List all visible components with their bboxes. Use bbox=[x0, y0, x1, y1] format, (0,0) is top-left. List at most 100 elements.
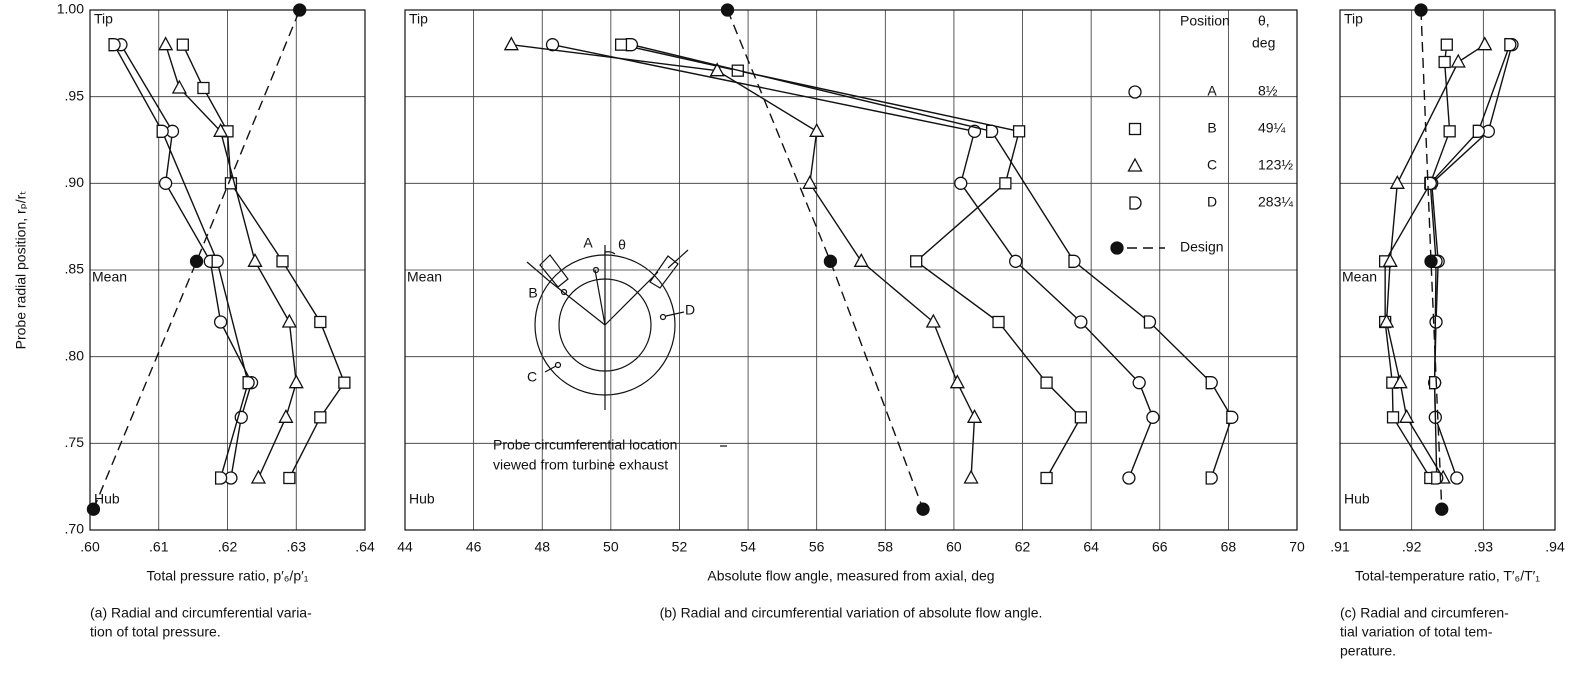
x-tick-label: .92 bbox=[1402, 539, 1422, 555]
marker-square bbox=[1440, 38, 1453, 51]
legend-label: A bbox=[1207, 83, 1217, 99]
x-tick-label: 52 bbox=[672, 539, 688, 555]
x-tick-label: .94 bbox=[1545, 539, 1565, 555]
x-tick-label: 46 bbox=[466, 539, 482, 555]
marker-triangle bbox=[809, 122, 825, 137]
marker-design bbox=[1435, 502, 1449, 516]
marker-square bbox=[910, 255, 923, 268]
legend-label: C bbox=[1207, 157, 1217, 173]
marker-square bbox=[1074, 411, 1088, 424]
series-line bbox=[1429, 44, 1511, 479]
marker-square bbox=[314, 411, 327, 424]
marker-circle bbox=[213, 315, 228, 329]
marker-triangle bbox=[963, 469, 979, 484]
legend-angle-title: θ, bbox=[1258, 13, 1270, 29]
inset-label: B bbox=[528, 285, 537, 301]
series-line bbox=[164, 44, 297, 479]
x-tick-label: .93 bbox=[1474, 539, 1494, 555]
marker-halfcircle bbox=[1428, 376, 1442, 390]
series-line bbox=[552, 43, 1154, 479]
inset-label: θ bbox=[618, 237, 626, 253]
marker-triangle bbox=[1382, 252, 1398, 267]
marker-design bbox=[293, 3, 307, 17]
marker-triangle bbox=[278, 408, 294, 423]
marker-square bbox=[1128, 122, 1142, 136]
marker-halfcircle bbox=[625, 38, 639, 52]
annotation: Mean bbox=[1342, 269, 1377, 285]
marker-triangle bbox=[1127, 157, 1143, 172]
marker-circle bbox=[954, 176, 968, 190]
marker-square bbox=[1040, 376, 1053, 389]
marker-triangle bbox=[250, 469, 267, 484]
marker-design bbox=[1414, 3, 1428, 17]
marker-halfcircle bbox=[242, 376, 255, 390]
marker-triangle bbox=[925, 313, 941, 328]
marker-design bbox=[86, 502, 101, 516]
marker-halfcircle bbox=[156, 124, 169, 138]
marker-design bbox=[916, 502, 930, 516]
marker-design bbox=[823, 254, 838, 268]
marker-design bbox=[720, 3, 735, 17]
marker-square bbox=[1386, 411, 1400, 424]
legend-angle: 123½ bbox=[1258, 157, 1293, 173]
marker-halfcircle bbox=[986, 124, 999, 138]
marker-halfcircle bbox=[1205, 376, 1218, 390]
series-line bbox=[1420, 9, 1443, 510]
marker-square bbox=[992, 315, 1005, 329]
marker-circle bbox=[234, 410, 248, 424]
marker-square bbox=[283, 471, 296, 485]
series-line bbox=[120, 44, 253, 479]
inset-diagram bbox=[526, 245, 727, 447]
marker-circle bbox=[545, 38, 560, 52]
caption: (c) Radial and circumferen- bbox=[1340, 605, 1509, 621]
plot-frame bbox=[1339, 9, 1556, 531]
marker-triangle bbox=[247, 252, 263, 267]
y-axis-label: Probe radial position, rₚ/rₜ bbox=[13, 191, 29, 350]
marker-circle bbox=[1132, 376, 1146, 390]
y-tick-label: .70 bbox=[65, 521, 85, 537]
series-line bbox=[511, 43, 976, 479]
inset-note: viewed from turbine exhaust bbox=[493, 457, 668, 473]
plot-frame bbox=[89, 9, 366, 531]
annotation: Mean bbox=[92, 269, 127, 285]
marker-circle bbox=[1122, 471, 1136, 485]
annotation: Tip bbox=[409, 11, 428, 27]
caption: (a) Radial and circumferential varia- bbox=[90, 605, 312, 621]
y-tick-label: .80 bbox=[65, 347, 85, 363]
marker-square bbox=[614, 38, 628, 51]
marker-square bbox=[338, 376, 351, 389]
legend-angle: 8½ bbox=[1258, 83, 1278, 99]
x-tick-label: .63 bbox=[287, 539, 307, 555]
y-tick-label: .75 bbox=[65, 434, 85, 450]
marker-triangle bbox=[281, 313, 297, 328]
x-tick-label: 54 bbox=[740, 539, 756, 555]
legend-label: D bbox=[1207, 194, 1217, 210]
marker-square bbox=[1443, 125, 1456, 138]
y-tick-label: .85 bbox=[65, 261, 85, 277]
marker-triangle bbox=[1477, 36, 1493, 51]
legend-label: Design bbox=[1180, 239, 1224, 255]
caption: tial variation of total tem- bbox=[1340, 624, 1493, 640]
x-tick-label: 50 bbox=[603, 539, 619, 555]
marker-halfcircle bbox=[211, 254, 224, 268]
marker-halfcircle bbox=[108, 38, 121, 52]
marker-halfcircle bbox=[1205, 471, 1218, 485]
x-tick-label: 48 bbox=[534, 539, 550, 555]
caption: tion of total pressure. bbox=[90, 624, 221, 640]
plot-frame bbox=[404, 9, 1298, 531]
x-tick-label: .61 bbox=[149, 539, 169, 555]
marker-triangle bbox=[709, 62, 725, 77]
marker-triangle bbox=[802, 174, 818, 189]
series-line bbox=[92, 9, 301, 510]
marker-square bbox=[999, 177, 1012, 190]
x-tick-label: 70 bbox=[1289, 539, 1305, 555]
marker-circle bbox=[1009, 254, 1023, 268]
x-tick-label: 60 bbox=[946, 539, 962, 555]
caption: perature. bbox=[1340, 643, 1396, 659]
marker-square bbox=[197, 81, 210, 95]
annotation: Tip bbox=[1344, 11, 1363, 27]
marker-square bbox=[1438, 55, 1451, 69]
marker-triangle bbox=[1389, 174, 1405, 189]
marker-halfcircle bbox=[1068, 254, 1081, 268]
